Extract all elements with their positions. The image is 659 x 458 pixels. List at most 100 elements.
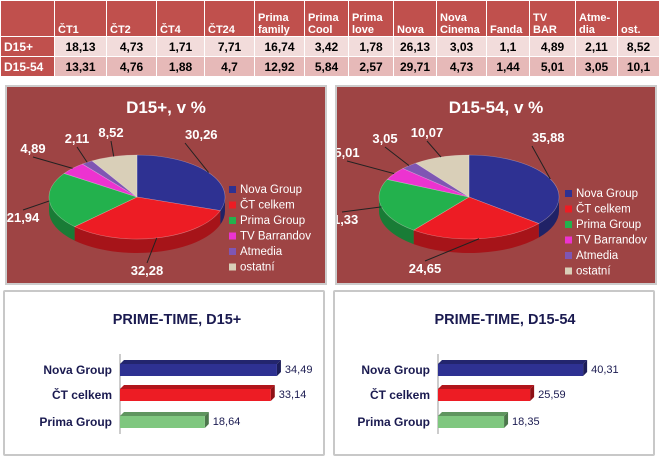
pie-leader-line <box>426 140 442 158</box>
table-cell: 3,05 <box>575 56 618 77</box>
legend-label: Prima Group <box>576 219 641 231</box>
category-label: Prima Group <box>39 415 112 429</box>
bar <box>120 416 205 428</box>
category-label: ČT celkem <box>370 387 430 402</box>
legend-label: Nova Group <box>576 188 638 200</box>
legend-swatch <box>565 205 572 213</box>
table-header-cell: Prima Cool <box>304 0 349 37</box>
legend-label: TV Barrandov <box>240 231 311 243</box>
legend-label: TV Barrandov <box>576 235 647 247</box>
bar <box>438 416 505 428</box>
pie-leader-line <box>346 160 395 175</box>
bar-data-label: 18,35 <box>512 416 540 428</box>
table-cell: 3,03 <box>436 36 487 57</box>
pie-data-label: 5,01 <box>337 145 360 160</box>
pie-leader-line <box>341 206 382 213</box>
table-cell: 13,31 <box>54 56 107 77</box>
bar-top-face <box>120 412 209 416</box>
bar-data-label: 34,49 <box>285 364 313 376</box>
bar-top-face <box>120 360 281 364</box>
pie-leader-line <box>531 145 551 180</box>
table-cell: 4,73 <box>106 36 157 57</box>
chart-title: D15+, v % <box>126 98 206 117</box>
bar-chart-prime-time-d15plus-svg: PRIME-TIME, D15+ Nova Group 34,49 ČT celkem… <box>39 312 313 434</box>
table-cell: 26,13 <box>393 36 437 57</box>
table-row: D15+ 18,13 4,73 1,71 7,71 16,74 3,42 1,78 26,13 3… <box>0 36 659 57</box>
table-cell: 5,01 <box>529 56 576 77</box>
table-header-cell: ČT1 <box>54 0 107 37</box>
table-header-cell: Prima family <box>254 0 305 37</box>
chart-title: PRIME-TIME, D15-54 <box>435 312 576 328</box>
legend-swatch <box>565 221 572 228</box>
table-header-cell: Nova <box>393 0 437 37</box>
table-cell: 3,42 <box>304 36 349 57</box>
pie-data-label: 30,26 <box>185 127 218 142</box>
table-row-label: D15-54 <box>0 56 55 77</box>
pie-data-label: 21,94 <box>7 210 40 225</box>
pie-data-label: 8,52 <box>98 125 123 140</box>
bar-side-face <box>276 360 281 376</box>
pie-leader-line <box>76 146 88 163</box>
bar-side-face <box>270 385 275 401</box>
pie-data-label: 3,05 <box>372 131 397 146</box>
table-cell: 8,52 <box>617 36 659 57</box>
legend-label: Nova Group <box>240 184 302 196</box>
pie-slice-side <box>49 197 75 241</box>
pie-chart-d15plus-svg: D15+, v % 30,26 32,28 21,94 4,89 2,11 8,52 Nova… <box>7 98 311 278</box>
bar <box>120 364 277 376</box>
legend-label: Atmedia <box>240 246 283 258</box>
table-cell: 2,57 <box>348 56 394 77</box>
legend-label: ČT celkem <box>576 203 631 216</box>
pie-leader-line <box>22 200 50 211</box>
category-label: Nova Group <box>43 363 112 377</box>
table-cell: 18,13 <box>54 36 107 57</box>
legend-label: ČT celkem <box>240 199 295 212</box>
pie-slice-side <box>74 210 221 253</box>
pie-chart-d15-54-svg: D15-54, v % 35,88 24,65 21,33 5,01 3,05 10,07 N… <box>337 98 647 278</box>
legend-label: Atmedia <box>576 250 619 262</box>
table-cell: 4,7 <box>204 56 255 77</box>
table-cell: 1,44 <box>486 56 530 77</box>
table-cell: 4,73 <box>436 56 487 77</box>
pie-leader-line <box>184 142 210 173</box>
bar <box>120 389 271 401</box>
pie-leader-line <box>384 146 410 167</box>
table-cell: 5,84 <box>304 56 349 77</box>
chart-title: D15-54, v % <box>449 98 544 117</box>
bar-chart-prime-time-d15-54: PRIME-TIME, D15-54 Nova Group 40,31 ČT celk… <box>333 290 655 456</box>
bar-side-face <box>204 412 209 428</box>
table-cell: 7,71 <box>204 36 255 57</box>
pie-data-label: 35,88 <box>532 130 565 145</box>
bar-top-face <box>120 385 275 389</box>
table-cell: 1,71 <box>156 36 205 57</box>
pie-slice <box>73 196 221 240</box>
pie-data-label: 10,07 <box>411 125 444 140</box>
category-label: ČT celkem <box>52 387 112 402</box>
bar-side-face <box>504 412 509 428</box>
table-cell: 1,1 <box>486 36 530 57</box>
table-cell: 1,88 <box>156 56 205 77</box>
table-cell: 10,1 <box>617 56 659 77</box>
pie-data-label: 32,28 <box>131 263 164 278</box>
pie-slice-side <box>220 197 225 225</box>
table-cell: 1,78 <box>348 36 394 57</box>
pie-chart-d15-54: D15-54, v % 35,88 24,65 21,33 5,01 3,05 10,07 N… <box>335 85 657 285</box>
legend-swatch <box>565 190 572 197</box>
table-cell: 4,89 <box>529 36 576 57</box>
pie-data-label: 21,33 <box>337 212 358 227</box>
bar-side-face <box>530 385 535 401</box>
legend-swatch <box>229 232 236 240</box>
bar-side-face <box>583 360 588 376</box>
bar <box>438 364 584 376</box>
bar-top-face <box>438 360 588 364</box>
legend-swatch <box>565 267 572 275</box>
table-body: D15+ 18,13 4,73 1,71 7,71 16,74 3,42 1,78 26,13 3… <box>0 36 659 77</box>
table-header-cell: ost. <box>617 0 659 37</box>
legend-swatch <box>565 236 572 244</box>
pie-leader-line <box>110 140 115 157</box>
bar-data-label: 40,31 <box>591 364 619 376</box>
table-header-cell <box>0 0 55 37</box>
pie-slice-side <box>413 223 539 254</box>
pie-data-label: 2,11 <box>65 131 90 146</box>
table-header-cell: ČT24 <box>204 0 255 37</box>
